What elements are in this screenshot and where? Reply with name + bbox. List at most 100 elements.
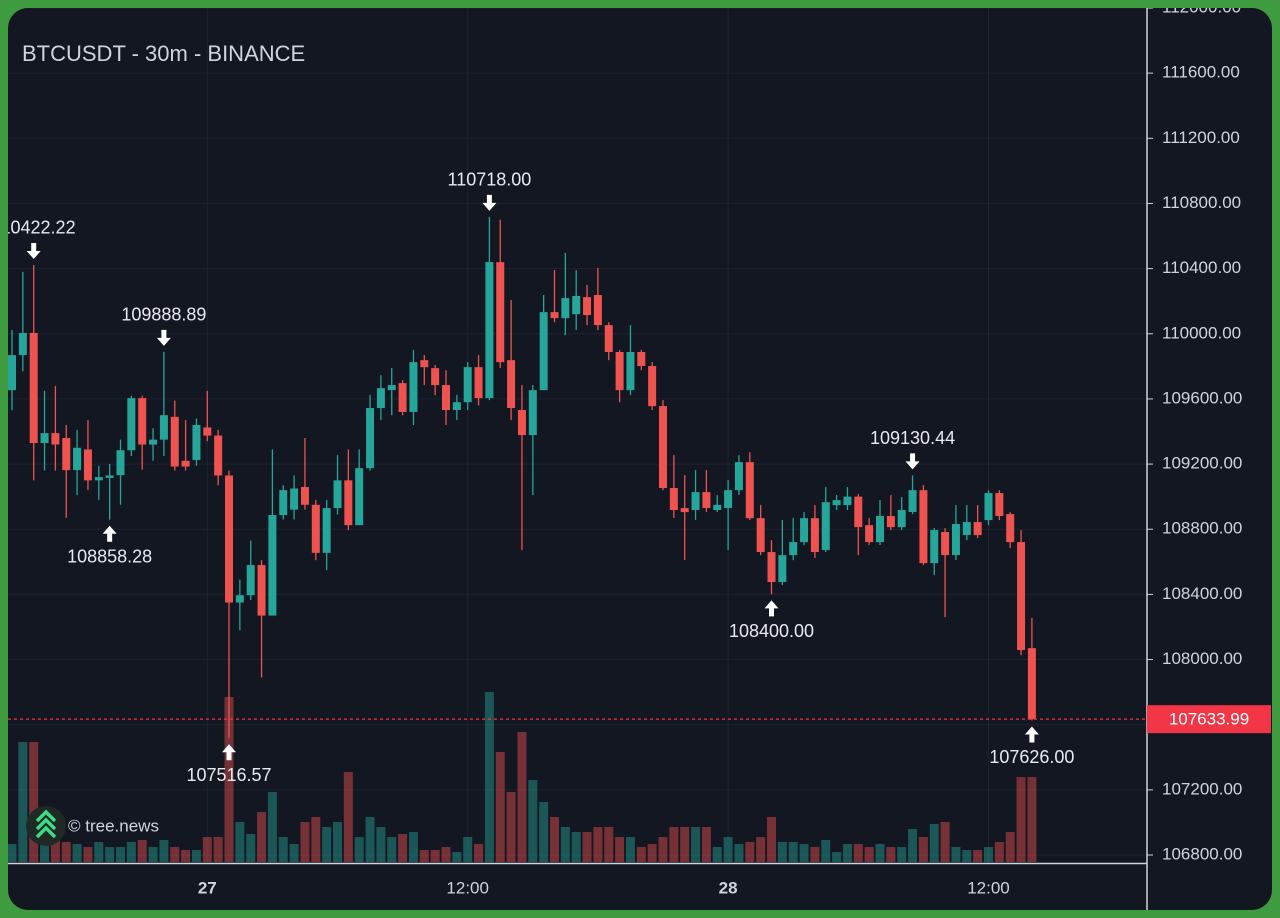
volume-bar bbox=[343, 772, 353, 862]
volume-bar bbox=[148, 847, 158, 862]
candle-body bbox=[800, 518, 809, 543]
volume-bar bbox=[387, 837, 397, 862]
volume-bar bbox=[582, 832, 592, 862]
volume-bar bbox=[452, 852, 462, 862]
volume-bar bbox=[723, 837, 733, 862]
volume-bar bbox=[61, 842, 71, 862]
volume-bar bbox=[539, 802, 549, 862]
high-label: 110422.22 bbox=[0, 218, 76, 238]
volume-bar bbox=[517, 732, 527, 862]
candle-body bbox=[702, 492, 711, 509]
low-label: 108858.28 bbox=[67, 546, 152, 566]
volume-bar bbox=[376, 827, 386, 862]
candle-body bbox=[756, 518, 765, 553]
candle-body bbox=[637, 352, 646, 367]
volume-bar bbox=[333, 822, 342, 862]
candle-body bbox=[344, 480, 353, 526]
panel bbox=[8, 8, 1272, 910]
volume-bar bbox=[224, 697, 234, 862]
candle-body bbox=[203, 427, 212, 436]
candle-body bbox=[431, 368, 440, 386]
volume-bar bbox=[712, 847, 722, 862]
volume-bar bbox=[213, 837, 223, 862]
candle-body bbox=[474, 367, 483, 399]
candle-body bbox=[246, 565, 255, 596]
volume-bar bbox=[593, 827, 603, 862]
candle-body bbox=[659, 406, 667, 489]
candle-body bbox=[734, 462, 743, 491]
candle-body bbox=[409, 362, 418, 412]
volume-bar bbox=[267, 792, 277, 862]
candle-body bbox=[1006, 514, 1015, 543]
y-tick-label: 108000.00 bbox=[1162, 649, 1242, 668]
volume-bar bbox=[116, 847, 125, 862]
y-tick-label: 110800.00 bbox=[1162, 193, 1241, 212]
volume-bar bbox=[8, 844, 17, 862]
candle-body bbox=[322, 508, 331, 553]
candle-body bbox=[387, 385, 396, 391]
volume-bar bbox=[528, 780, 538, 862]
volume-bar bbox=[495, 752, 505, 862]
volume-bar bbox=[918, 837, 928, 862]
candle-body bbox=[279, 490, 288, 516]
volume-bar bbox=[474, 844, 484, 862]
candle-body bbox=[843, 496, 852, 506]
volume-bar bbox=[257, 812, 267, 862]
volume-bar bbox=[441, 847, 451, 862]
candle-body bbox=[778, 555, 787, 583]
candle-body bbox=[865, 525, 874, 543]
volume-bar bbox=[864, 847, 874, 862]
volume-bar bbox=[1005, 832, 1015, 862]
y-tick-label: 111200.00 bbox=[1162, 128, 1240, 147]
candle-body bbox=[300, 487, 309, 505]
volume-bar bbox=[973, 850, 983, 862]
volume-bar bbox=[636, 847, 646, 862]
chart-title: BTCUSDT - 30m - BINANCE bbox=[22, 41, 305, 66]
volume-bar bbox=[875, 844, 885, 862]
high-arrow bbox=[482, 194, 497, 211]
high-arrow bbox=[156, 329, 171, 346]
candle-body bbox=[561, 298, 570, 319]
volume-bar bbox=[181, 850, 191, 862]
volume-bar bbox=[419, 850, 429, 862]
volume-bar bbox=[821, 840, 831, 862]
candle-body bbox=[268, 515, 277, 616]
volume-bar bbox=[647, 844, 657, 862]
candle-body bbox=[116, 450, 125, 476]
candle-body bbox=[1027, 648, 1036, 720]
volume-bar bbox=[1016, 777, 1026, 862]
candle-body bbox=[257, 565, 266, 616]
volume-bar bbox=[810, 847, 820, 862]
y-tick-label: 109200.00 bbox=[1162, 454, 1242, 473]
candle-body bbox=[83, 449, 92, 481]
watermark-text: © tree.news bbox=[68, 816, 159, 835]
x-tick-label: 28 bbox=[719, 878, 738, 897]
candle-body bbox=[691, 492, 700, 511]
x-tick-label: 12:00 bbox=[967, 878, 1010, 897]
volume-bar bbox=[159, 840, 169, 862]
low-arrow bbox=[222, 744, 236, 761]
candle-body bbox=[366, 408, 375, 469]
candle-body bbox=[539, 312, 548, 391]
candle-body bbox=[973, 522, 982, 536]
candle-body bbox=[984, 493, 993, 521]
high-label: 109888.89 bbox=[121, 305, 206, 325]
volume-bar bbox=[908, 829, 918, 862]
candle-body bbox=[583, 297, 592, 316]
candle-body bbox=[810, 518, 819, 553]
volume-bar bbox=[962, 850, 972, 862]
candle-body bbox=[593, 295, 602, 326]
candle-body bbox=[572, 295, 581, 315]
candle-body bbox=[713, 504, 722, 511]
candle-body bbox=[930, 530, 939, 564]
y-tick-label: 108800.00 bbox=[1162, 519, 1242, 538]
candle-body bbox=[789, 542, 798, 556]
volume-bar bbox=[756, 837, 766, 862]
candle-body bbox=[214, 435, 223, 476]
volume-bar bbox=[745, 842, 755, 862]
volume-bar bbox=[50, 832, 60, 862]
volume-bar bbox=[18, 742, 28, 862]
volume-bar bbox=[506, 792, 516, 862]
candle-body bbox=[8, 355, 16, 391]
